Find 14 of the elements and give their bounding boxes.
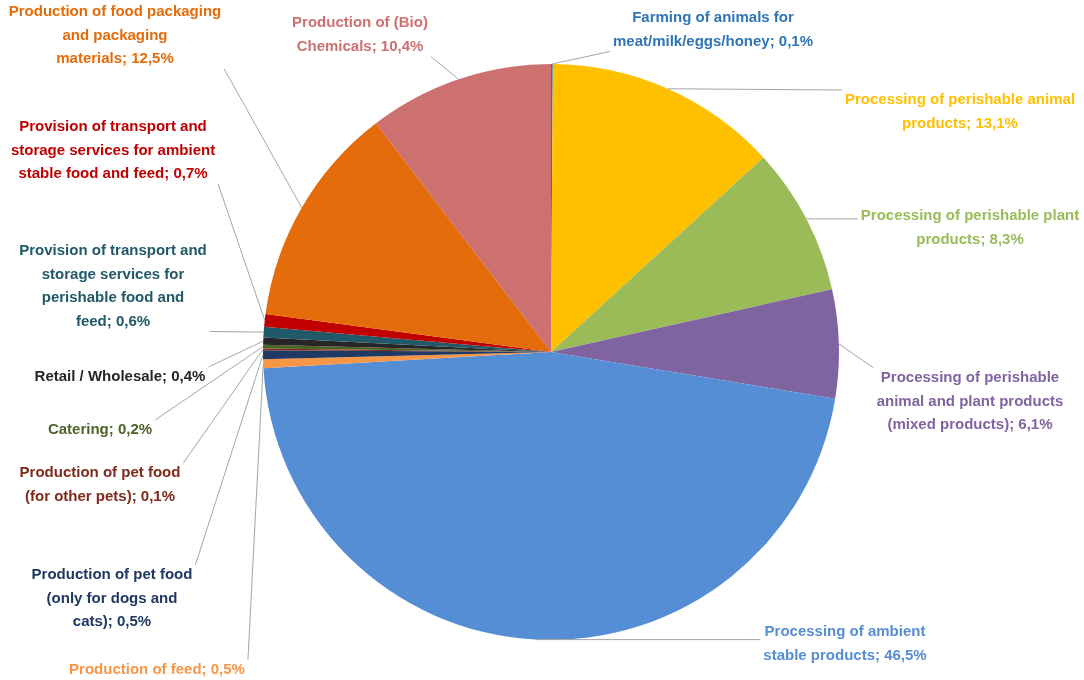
slice-label: Production of food packaging and packaging materials; 12,5%: [8, 2, 222, 67]
slice-label: Processing of perishable plant products; 8,3%: [860, 206, 1080, 247]
slice-label: Provision of transport and storage services for perishable food and feed; 0,6%: [19, 241, 207, 329]
slice-label: Production of feed; 0,5%: [69, 660, 245, 678]
slice-label: Production of pet food (only for dogs and cats); 0,5%: [31, 565, 193, 630]
slice-label: Catering; 0,2%: [47, 420, 153, 438]
slice-label: Production of (Bio) Chemicals; 10,4%: [292, 13, 428, 54]
slice-label: Processing of perishable animal products; 13,1%: [844, 90, 1076, 131]
slice-label: Retail / Wholesale; 0,4%: [34, 367, 206, 385]
slice-label: Production of pet food (for other pets); 0,1%: [19, 463, 181, 504]
slice-label: Processing of ambient stable products; 46,5%: [763, 622, 927, 663]
slice-label: Provision of transport and storage services for ambient stable food and feed; 0,7%: [10, 117, 216, 182]
slice-label: Farming of animals for meat/milk/eggs/honey; 0,1%: [612, 8, 814, 49]
slice-label: Processing of perishable animal and plant products (mixed products); 6,1%: [876, 368, 1064, 433]
